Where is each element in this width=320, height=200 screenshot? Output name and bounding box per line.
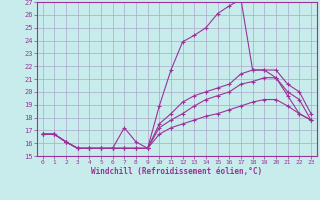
- X-axis label: Windchill (Refroidissement éolien,°C): Windchill (Refroidissement éolien,°C): [91, 167, 262, 176]
